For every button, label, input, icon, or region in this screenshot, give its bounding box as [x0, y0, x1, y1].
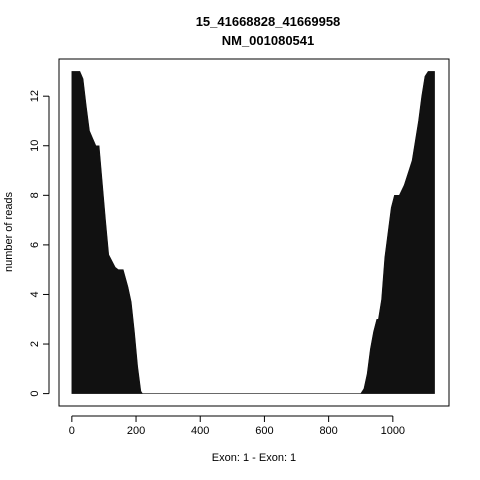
- coverage-area-series-0: [71, 71, 435, 394]
- x-tick-label: 800: [319, 425, 337, 437]
- y-tick-label: 8: [29, 192, 41, 198]
- plot-frame: [58, 58, 450, 407]
- y-tick-label: 4: [29, 291, 41, 297]
- x-tick-label: 1000: [381, 425, 405, 437]
- x-tick-label: 200: [127, 425, 145, 437]
- y-tick-label: 10: [29, 140, 41, 152]
- y-axis-label: number of reads: [3, 191, 15, 272]
- y-tick-label: 2: [29, 341, 41, 347]
- y-tick-label: 12: [29, 90, 41, 102]
- x-axis-label: Exon: 1 - Exon: 1: [212, 452, 296, 464]
- plot-area: [71, 71, 435, 394]
- x-tick-label: 0: [69, 425, 75, 437]
- x-axis: 0 200 400 600 800 1000: [69, 415, 405, 437]
- y-axis: 0 2 4 6 8 10 12: [29, 90, 50, 397]
- chart-title: 15_41668828_41669958: [196, 14, 341, 29]
- x-tick-label: 600: [255, 425, 273, 437]
- x-tick-label: 400: [191, 425, 209, 437]
- chart-subtitle: NM_001080541: [222, 33, 315, 48]
- y-tick-label: 0: [29, 391, 41, 397]
- y-tick-label: 6: [29, 242, 41, 248]
